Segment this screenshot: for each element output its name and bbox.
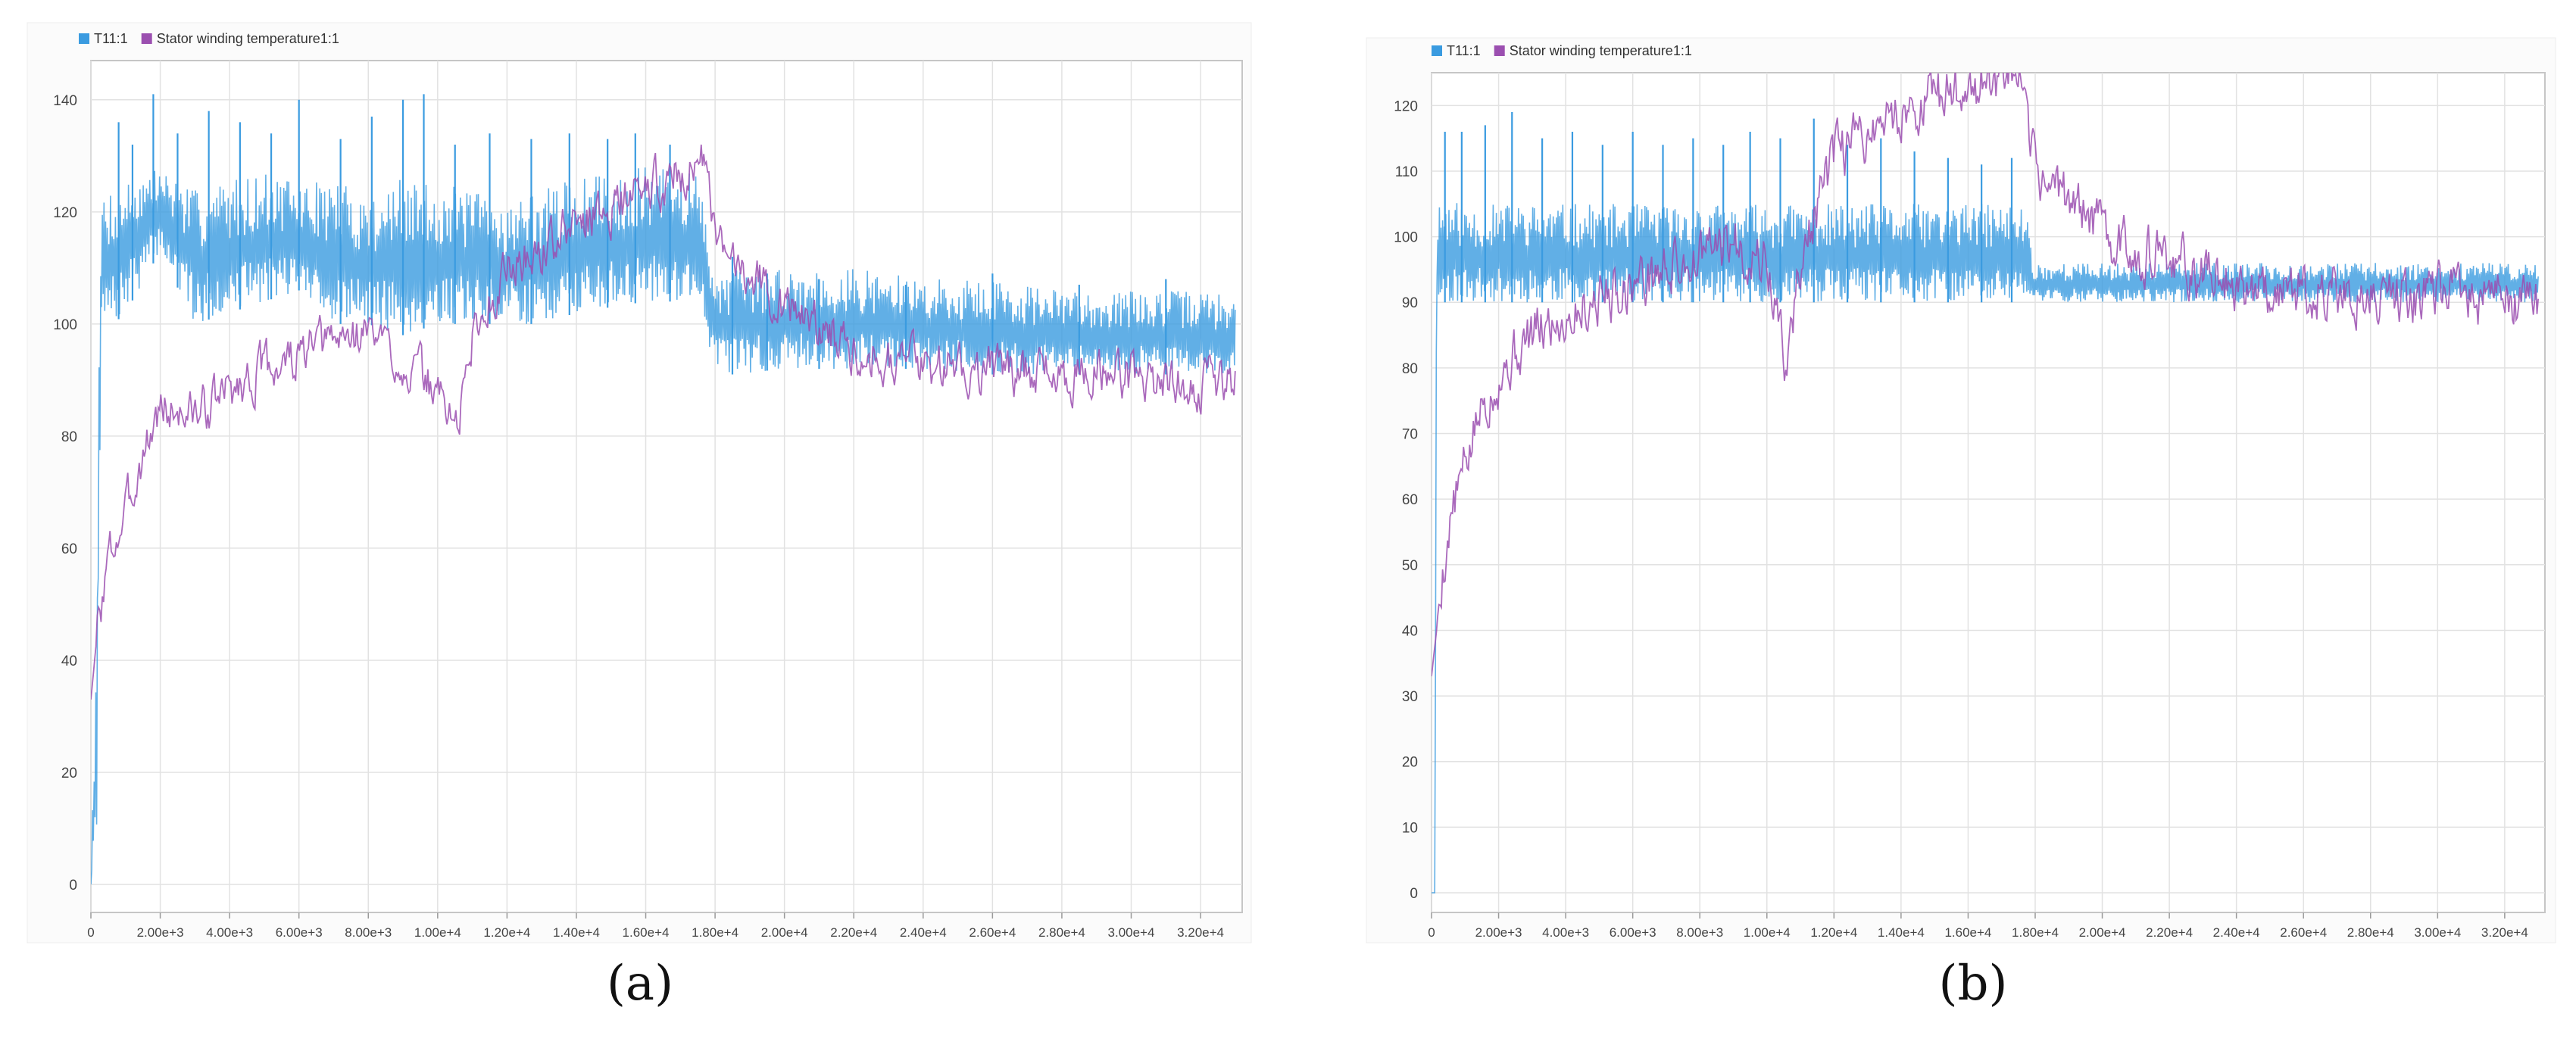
chart-a-legend-label-stator: Stator winding temperature1:1 xyxy=(157,31,339,46)
chart-b-x-tick-label: 3.00e+4 xyxy=(2414,925,2461,940)
panel-label-a: (a) xyxy=(606,956,674,1012)
chart-b-x-tick-label: 2.00e+3 xyxy=(1475,925,1522,940)
chart-a-x-tick-label: 8.00e+3 xyxy=(345,925,392,940)
chart-b-x-tick-label: 2.00e+4 xyxy=(2079,925,2126,940)
chart-b-legend-swatch-T11 xyxy=(1432,45,1442,56)
chart-b-y-tick-label: 60 xyxy=(1402,492,1418,508)
chart-b-y-tick-label: 20 xyxy=(1402,755,1418,771)
chart-a-x-tick-label: 4.00e+3 xyxy=(206,925,253,940)
chart-a-y-tick-label: 0 xyxy=(69,878,77,894)
chart-b-x-tick-label: 2.20e+4 xyxy=(2146,925,2193,940)
chart-a-y-axis: 0 20 40 60 80 100 120 140 xyxy=(53,93,1242,894)
chart-panel-a: 0 20 40 60 80 100 120 140 0 2.00e+3 4.00e+3 6.00e+3… xyxy=(0,0,1272,1048)
chart-b-stator-line xyxy=(1432,73,2539,677)
chart-a-x-tick-label: 2.60e+4 xyxy=(969,925,1016,940)
chart-a-series-stator xyxy=(91,144,1236,700)
chart-a-legend-swatch-stator xyxy=(141,33,152,44)
chart-a-x-tick-label: 1.00e+4 xyxy=(414,925,461,940)
chart-b-x-tick-label: 0 xyxy=(1428,925,1435,940)
chart-a-x-tick-label: 1.40e+4 xyxy=(553,925,600,940)
chart-b-y-tick-label: 90 xyxy=(1402,295,1418,311)
chart-a-y-tick-label: 140 xyxy=(53,93,77,109)
chart-a-T11-line xyxy=(91,167,1236,885)
chart-a-legend: T11:1 Stator winding temperature1:1 xyxy=(79,31,339,46)
chart-a-x-tick-label: 3.20e+4 xyxy=(1177,925,1224,940)
chart-a-legend-swatch-T11 xyxy=(79,33,89,44)
chart-b-x-tick-label: 1.20e+4 xyxy=(1810,925,1857,940)
chart-a-x-tick-label: 2.20e+4 xyxy=(830,925,877,940)
chart-a-y-tick-label: 20 xyxy=(61,766,77,781)
chart-a-x-tick-label: 2.80e+4 xyxy=(1038,925,1085,940)
chart-b-T11-line xyxy=(1432,203,2539,894)
chart-b-legend: T11:1 Stator winding temperature1:1 xyxy=(1432,43,1692,58)
chart-b-x-tick-label: 4.00e+3 xyxy=(1542,925,1589,940)
chart-b-x-tick-label: 8.00e+3 xyxy=(1676,925,1723,940)
chart-a-x-tick-label: 2.00e+4 xyxy=(761,925,808,940)
chart-b-svg: 0 10 20 30 40 50 60 70 80 90 100 110 120 0 2.00e+3 4.00… xyxy=(1366,37,2556,944)
chart-a-svg: 0 20 40 60 80 100 120 140 0 2.00e+3 4.00e+3 6.00e+3… xyxy=(27,22,1252,944)
chart-a-x-tick-label: 0 xyxy=(87,925,94,940)
chart-b-x-tick-label: 2.80e+4 xyxy=(2347,925,2394,940)
chart-a-x-tick-label: 2.00e+3 xyxy=(137,925,184,940)
chart-b-x-tick-label: 1.00e+4 xyxy=(1744,925,1791,940)
chart-a-legend-label-T11: T11:1 xyxy=(94,31,128,46)
chart-b-legend-label-T11: T11:1 xyxy=(1447,43,1481,58)
chart-b-y-tick-label: 70 xyxy=(1402,427,1418,443)
chart-b-x-tick-label: 1.60e+4 xyxy=(1944,925,1991,940)
chart-a-y-tick-label: 100 xyxy=(53,317,77,333)
chart-a-y-tick-label: 80 xyxy=(61,429,77,445)
chart-b-x-tick-label: 2.40e+4 xyxy=(2213,925,2260,940)
chart-b-y-tick-label: 120 xyxy=(1394,98,1418,114)
chart-a-x-axis: 0 2.00e+3 4.00e+3 6.00e+3 8.00e+3 1.00e+4 1.20… xyxy=(87,61,1224,940)
chart-b-legend-swatch-stator xyxy=(1494,45,1505,56)
chart-b-y-tick-label: 40 xyxy=(1402,623,1418,639)
chart-a-y-tick-label: 40 xyxy=(61,653,77,669)
chart-b-x-tick-label: 1.40e+4 xyxy=(1878,925,1925,940)
chart-b-y-tick-label: 10 xyxy=(1402,820,1418,836)
chart-b-x-tick-label: 2.60e+4 xyxy=(2280,925,2327,940)
chart-a-x-tick-label: 1.60e+4 xyxy=(623,925,670,940)
chart-a-x-tick-label: 1.80e+4 xyxy=(692,925,738,940)
chart-b-x-tick-label: 6.00e+3 xyxy=(1610,925,1656,940)
chart-b-y-tick-label: 80 xyxy=(1402,361,1418,377)
chart-a-x-tick-label: 6.00e+3 xyxy=(276,925,323,940)
chart-b-y-tick-label: 100 xyxy=(1394,230,1418,246)
chart-a-x-tick-label: 2.40e+4 xyxy=(900,925,947,940)
chart-panel-b: 0 10 20 30 40 50 60 70 80 90 100 110 120 0 2.00e+3 4.00… xyxy=(1356,0,2576,1048)
chart-a-y-tick-label: 60 xyxy=(61,541,77,557)
chart-b-legend-label-stator: Stator winding temperature1:1 xyxy=(1510,43,1692,58)
chart-a-stator-line xyxy=(91,144,1236,700)
chart-a-series-T11 xyxy=(91,94,1236,885)
chart-b-plot-area xyxy=(1431,72,2546,913)
chart-a-x-tick-label: 1.20e+4 xyxy=(483,925,530,940)
chart-b-x-tick-label: 3.20e+4 xyxy=(2481,925,2528,940)
chart-b-series-stator xyxy=(1432,73,2539,677)
chart-b-y-tick-label: 110 xyxy=(1395,164,1418,180)
chart-a-x-tick-label: 3.00e+4 xyxy=(1108,925,1155,940)
chart-b-series-T11 xyxy=(1432,111,2539,894)
chart-b-y-tick-label: 0 xyxy=(1410,886,1418,902)
chart-b-y-tick-label: 30 xyxy=(1402,689,1418,705)
chart-b-y-tick-label: 50 xyxy=(1402,558,1418,574)
chart-b-x-tick-label: 1.80e+4 xyxy=(2012,925,2059,940)
chart-a-y-tick-label: 120 xyxy=(53,205,77,221)
chart-b-x-axis: 0 2.00e+3 4.00e+3 6.00e+3 8.00e+3 1.00e+4 1.20… xyxy=(1428,73,2528,940)
panel-label-b: (b) xyxy=(1938,956,2008,1012)
